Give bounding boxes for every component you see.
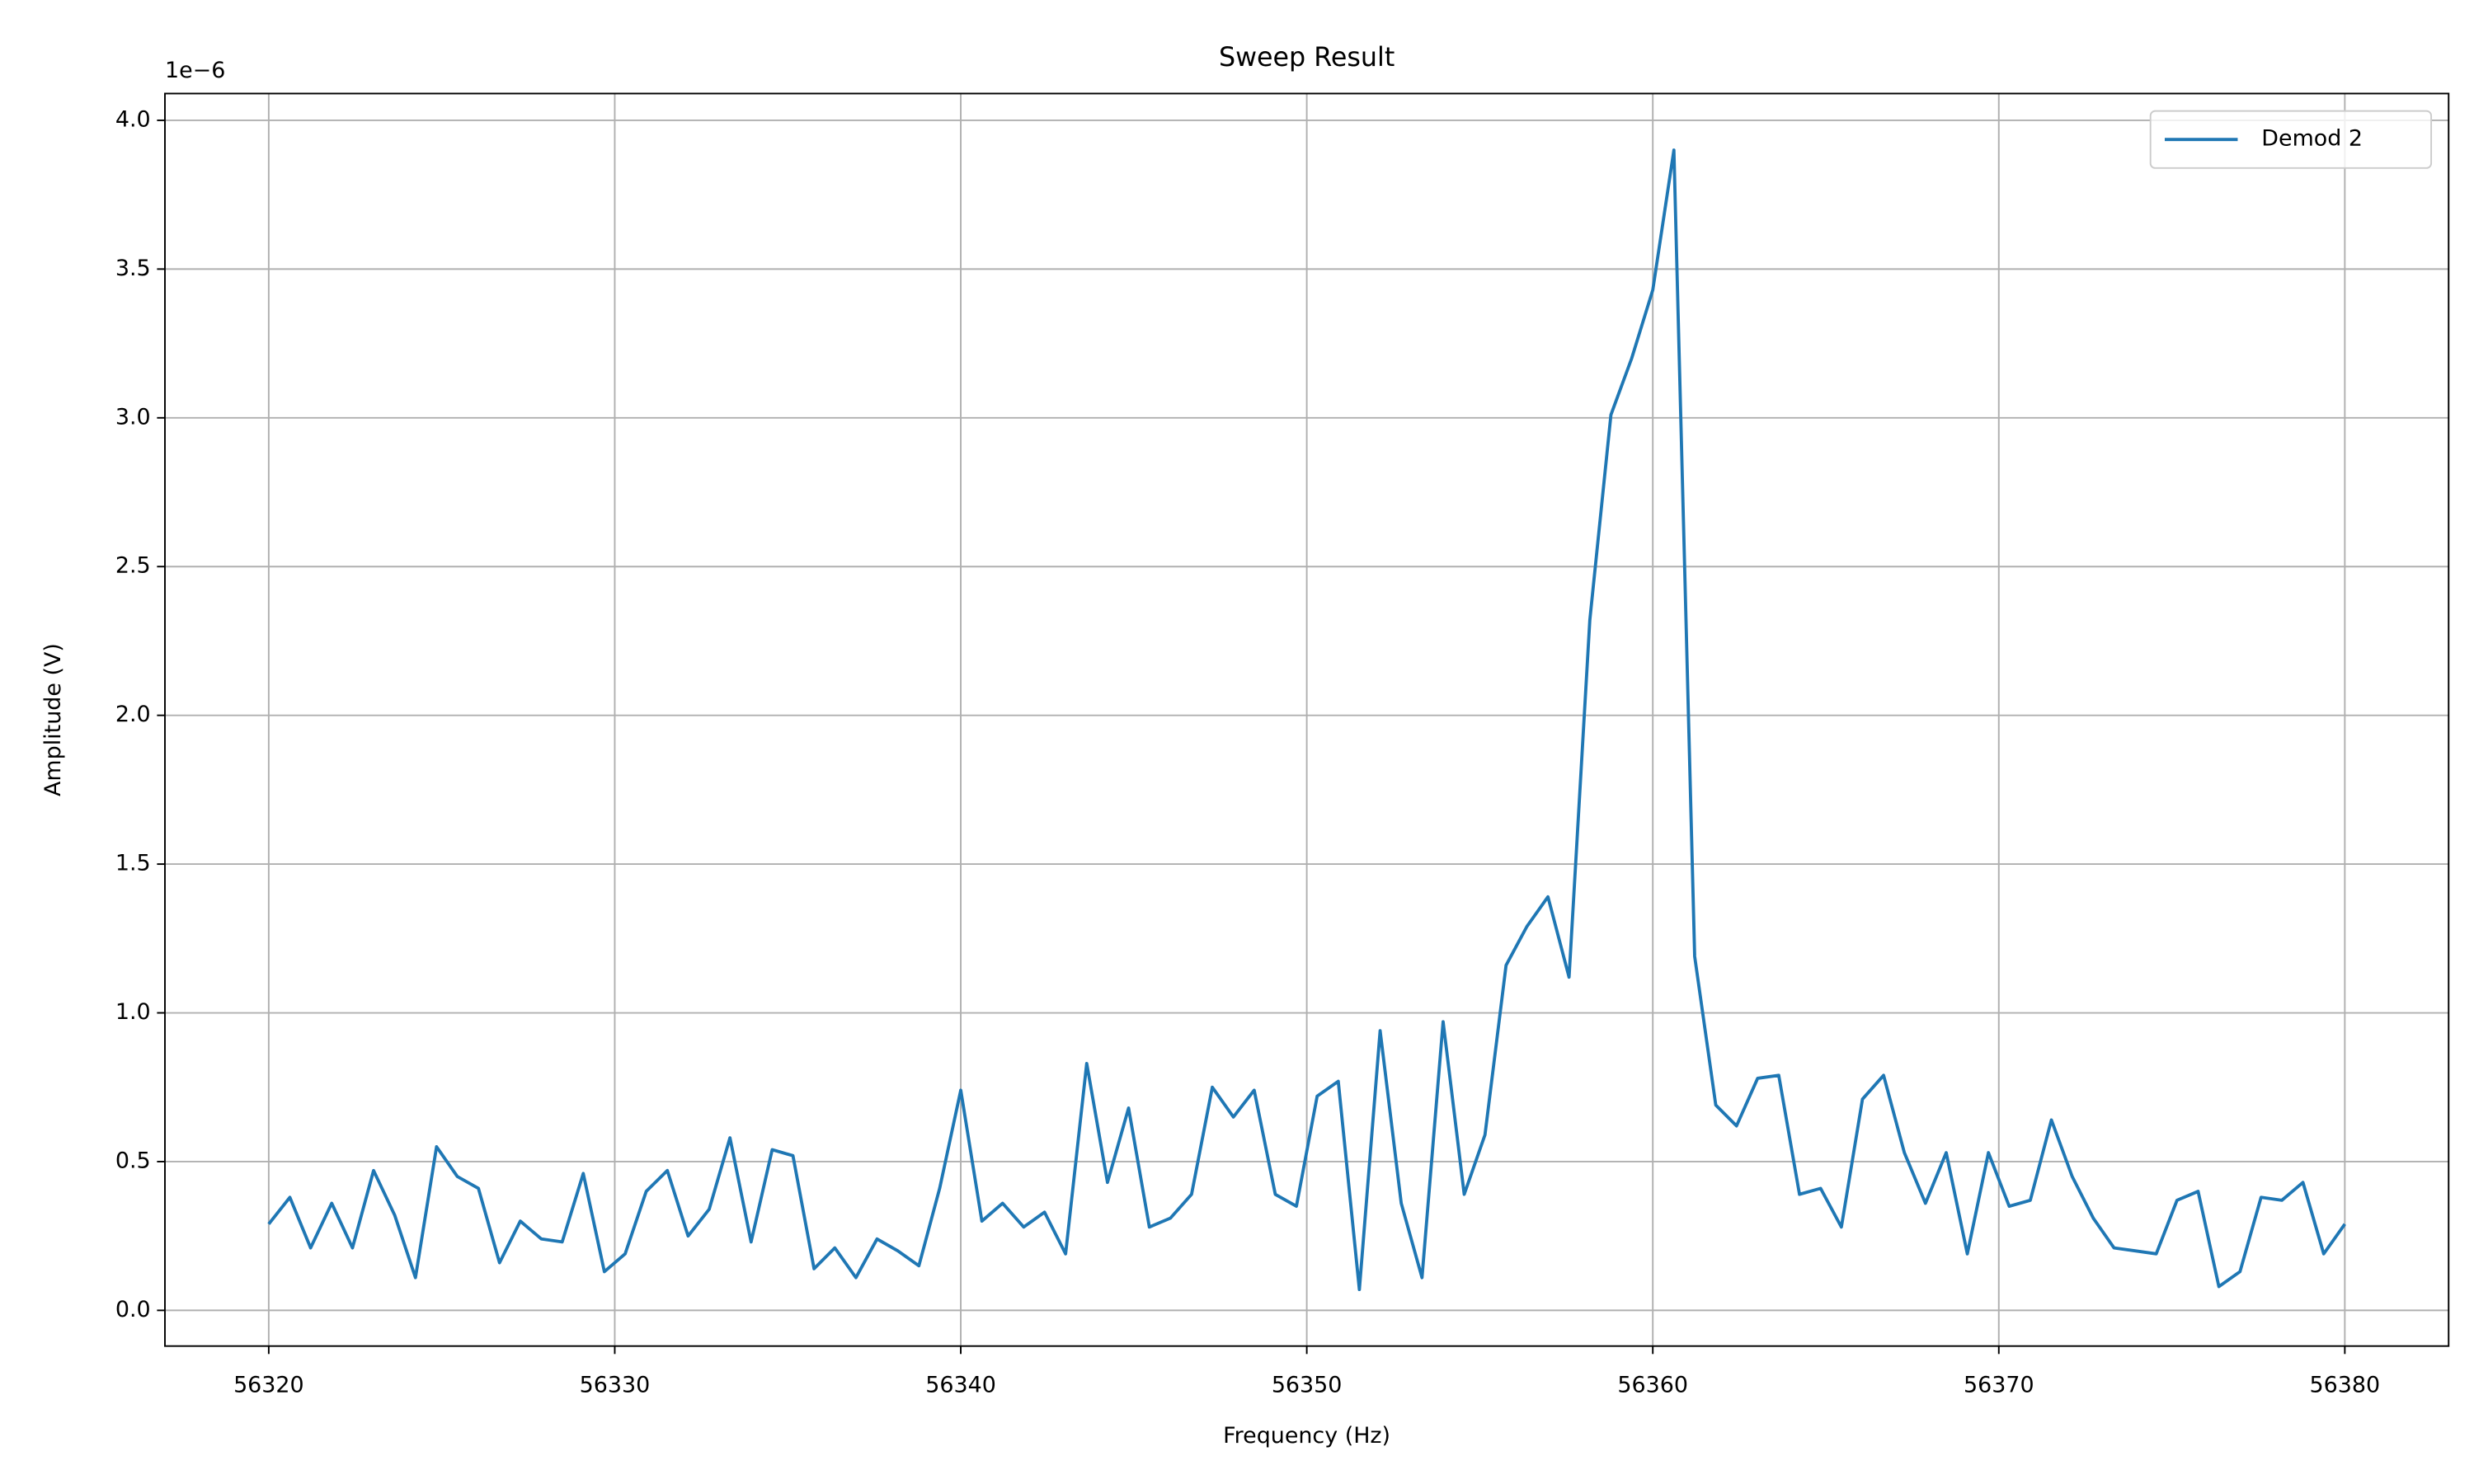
legend-box (2149, 110, 2433, 169)
y-tick-label: 3.5 (115, 256, 151, 281)
y-tick-label: 2.0 (115, 702, 151, 727)
y-tick-label: 0.0 (115, 1297, 151, 1322)
chart-title: Sweep Result (1219, 43, 1395, 73)
x-tick-label: 56380 (2310, 1372, 2381, 1397)
data-line (267, 148, 2346, 1292)
x-tick-label: 56360 (1617, 1372, 1688, 1397)
y-tick-label: 1.5 (115, 851, 151, 876)
x-tick-label: 56340 (925, 1372, 996, 1397)
x-tick-label: 56320 (233, 1372, 304, 1397)
legend-label: Demod 2 (2261, 126, 2363, 152)
x-tick-label: 56350 (1272, 1372, 1343, 1397)
y-tick-label: 1.0 (115, 999, 151, 1025)
y-tick-label: 2.5 (115, 553, 151, 579)
x-tick-label: 56370 (1964, 1372, 2034, 1397)
y-tick-label: 4.0 (115, 106, 151, 132)
y-offset-label: 1e−6 (165, 58, 225, 83)
y-tick-label: 3.0 (115, 404, 151, 430)
y-axis-label: Amplitude (V) (40, 643, 66, 796)
plot-frame (164, 92, 2450, 1347)
x-tick-label: 56330 (580, 1372, 651, 1397)
x-axis-label: Frequency (Hz) (1223, 1423, 1390, 1449)
y-tick-label: 0.5 (115, 1148, 151, 1173)
